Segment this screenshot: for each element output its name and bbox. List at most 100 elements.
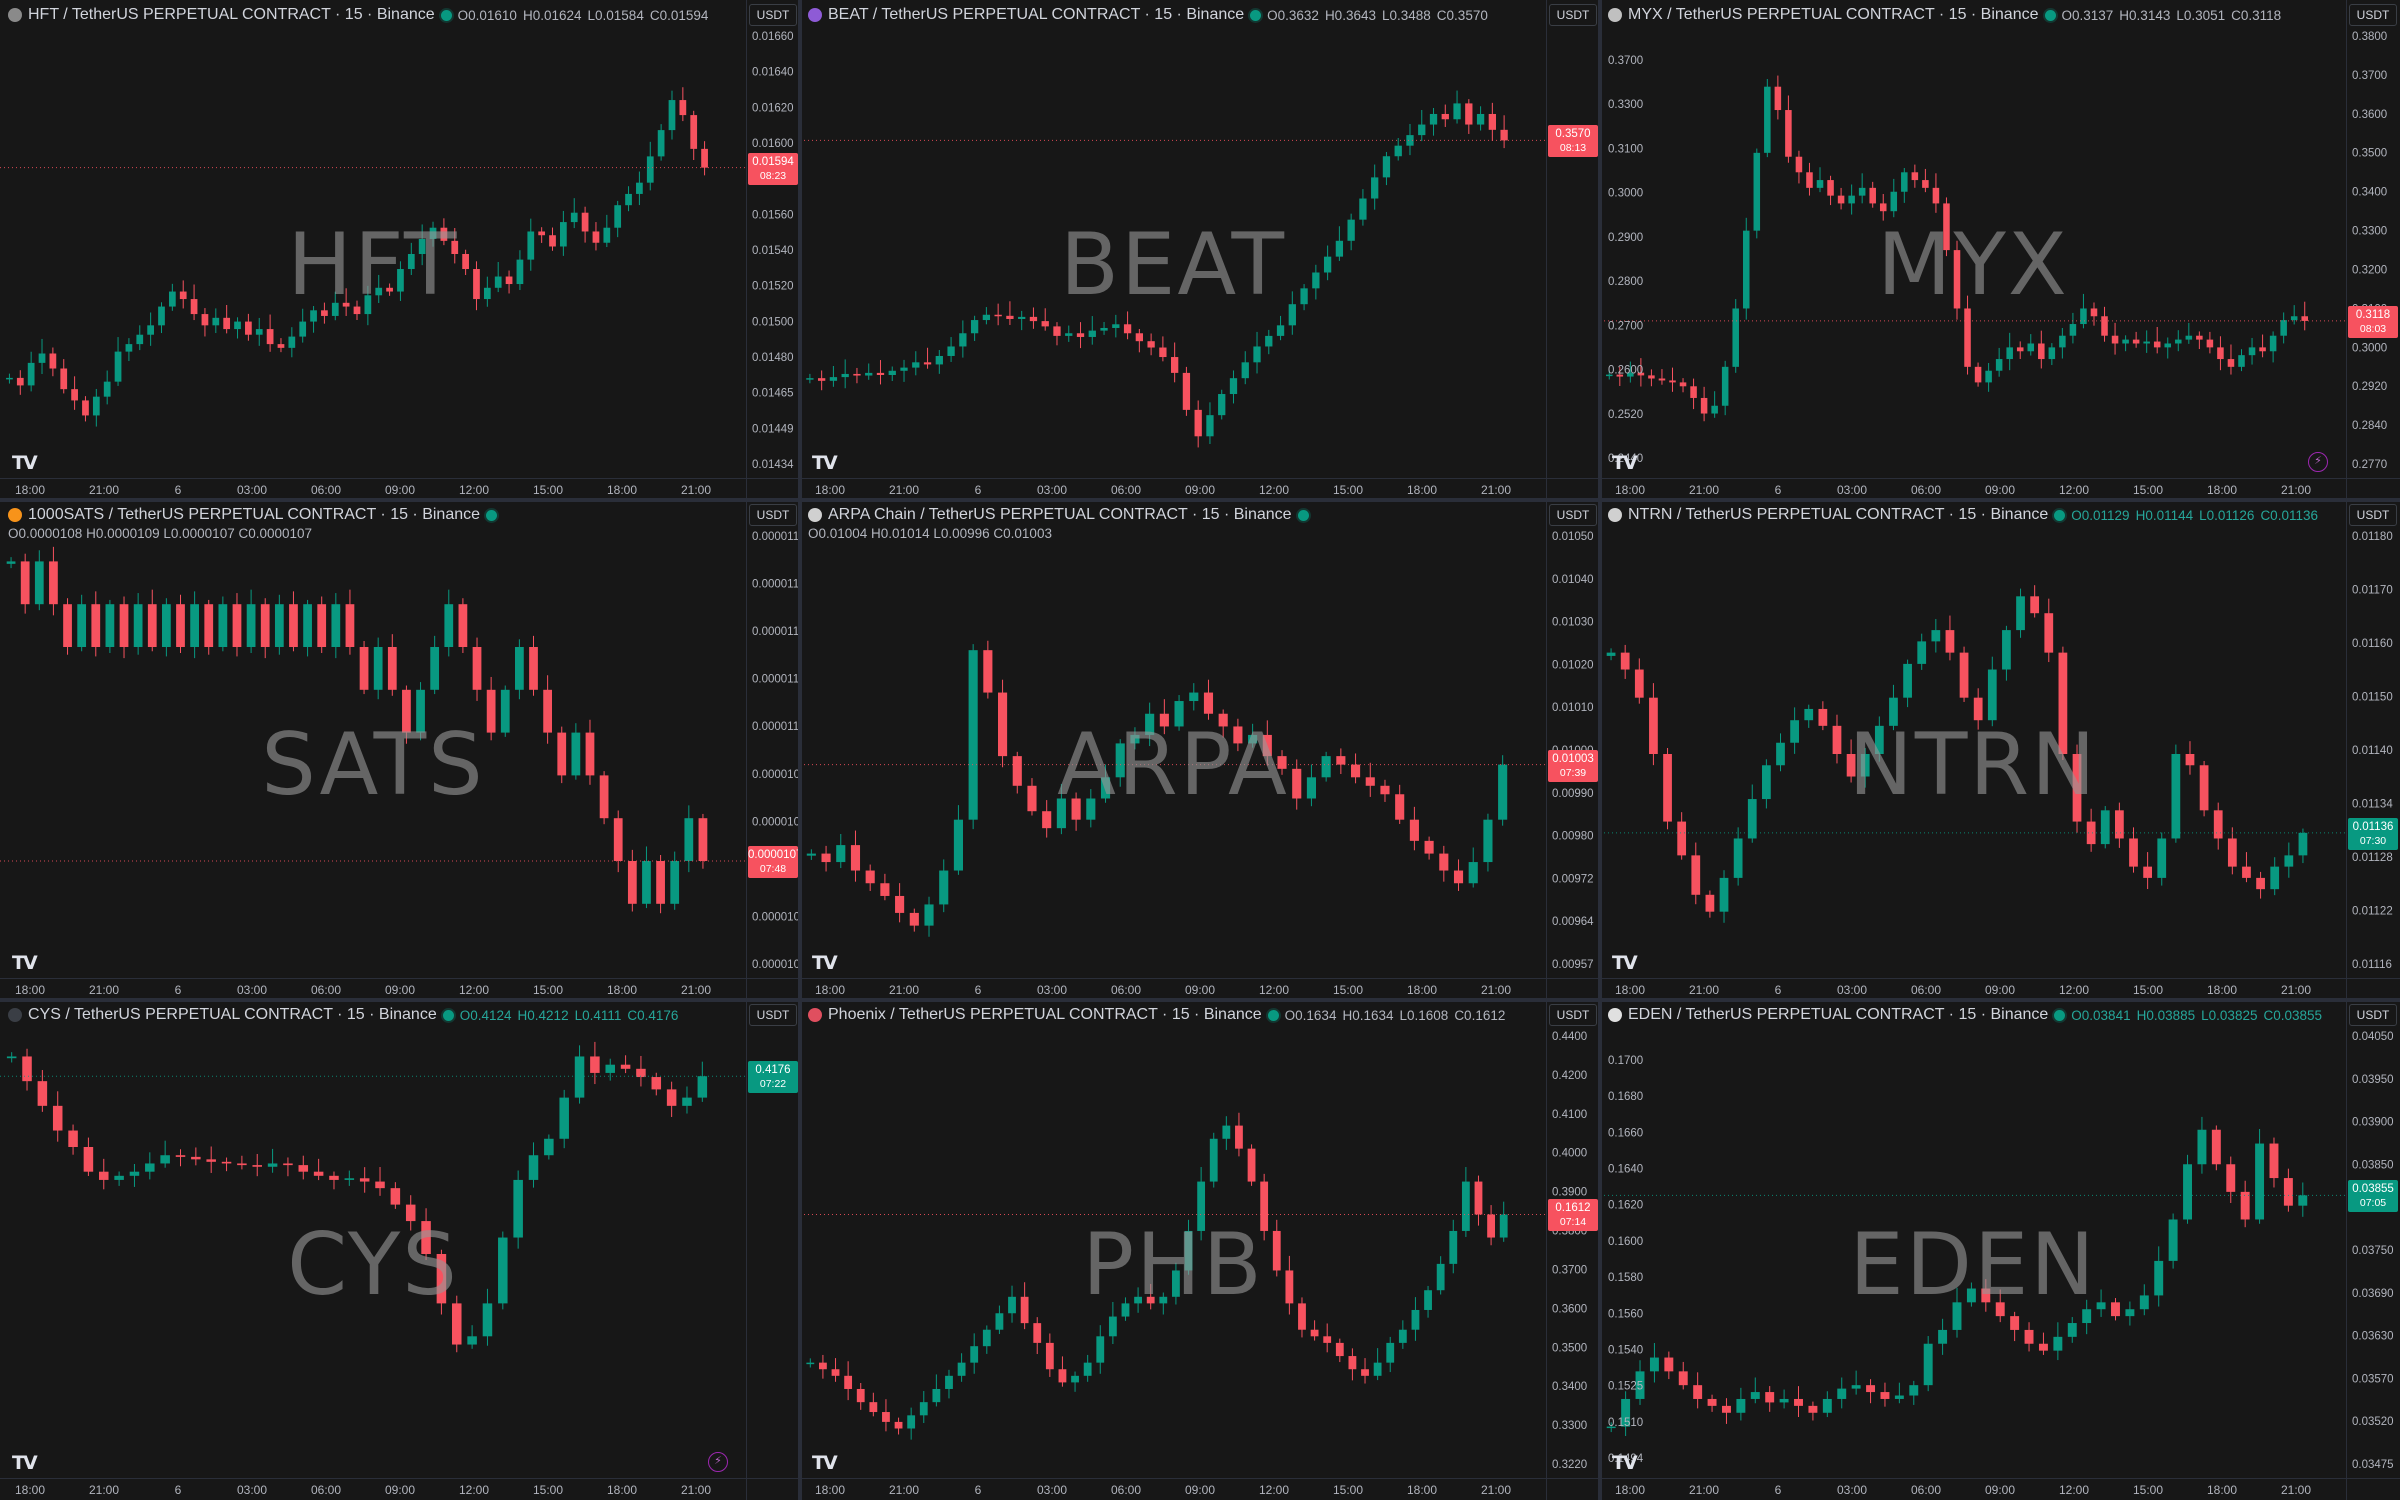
candle	[1197, 1167, 1206, 1241]
panel-divider[interactable]	[798, 0, 802, 1500]
candle	[1218, 709, 1228, 738]
candle	[387, 634, 397, 696]
symbol-title[interactable]: EDEN / TetherUS PERPETUAL CONTRACT · 15 …	[1628, 1006, 2049, 1023]
candle	[440, 218, 448, 246]
symbol-title[interactable]: HFT / TetherUS PERPETUAL CONTRACT · 15 ·…	[28, 6, 435, 23]
symbol-header[interactable]: CYS / TetherUS PERPETUAL CONTRACT · 15 ·…	[8, 1004, 678, 1026]
ohlc-l: L0.3051	[2176, 7, 2226, 23]
symbol-header[interactable]: BEAT / TetherUS PERPETUAL CONTRACT · 15 …	[808, 4, 1488, 26]
candle	[375, 274, 383, 304]
tradingview-logo-icon[interactable]: TV	[12, 1452, 38, 1474]
candle	[636, 171, 643, 206]
candle	[27, 351, 35, 392]
panel-divider[interactable]	[1598, 0, 1602, 1500]
candle	[1931, 618, 1941, 653]
ntrn-coin-icon	[1608, 508, 1622, 522]
candle	[353, 300, 361, 321]
tradingview-logo-icon[interactable]: TV	[812, 952, 838, 974]
symbol-header[interactable]: EDEN / TetherUS PERPETUAL CONTRACT · 15 …	[1608, 1004, 2322, 1026]
symbol-header[interactable]: MYX / TetherUS PERPETUAL CONTRACT · 15 ·…	[1608, 4, 2281, 26]
candle	[1182, 366, 1191, 416]
tradingview-logo-icon[interactable]: TV	[1612, 952, 1638, 974]
chart-panel-ntrn[interactable]: 0.01180 0.01170 0.01160 0.01150 0.01140 0.011…	[1600, 500, 2400, 1000]
symbol-title[interactable]: CYS / TetherUS PERPETUAL CONTRACT · 15 ·…	[28, 1006, 437, 1023]
symbol-header[interactable]: 1000SATS / TetherUS PERPETUAL CONTRACT ·…	[8, 504, 498, 526]
candlestick-chart-phb[interactable]: 0.44000.42000.41000.40000.39000.38000.37…	[800, 1000, 1600, 1500]
tradingview-logo-icon[interactable]: TV	[1612, 1452, 1638, 1474]
price-tick-label: 0.01040	[1552, 574, 1594, 586]
chart-panel-arpa[interactable]: 0.01050 0.01040 0.01030 0.01020 0.01010 0.010…	[800, 500, 1600, 1000]
symbol-title[interactable]: BEAT / TetherUS PERPETUAL CONTRACT · 15 …	[828, 6, 1245, 23]
candle	[1943, 197, 1950, 257]
tradingview-logo-icon[interactable]: TV	[12, 452, 38, 474]
symbol-title[interactable]: 1000SATS / TetherUS PERPETUAL CONTRACT ·…	[28, 506, 481, 523]
candle	[364, 285, 372, 326]
candle	[806, 849, 816, 860]
currency-button[interactable]: USDT	[1549, 4, 1597, 26]
chart-panel-cys[interactable]: 18:00 21:00 6 03:00 06:00 09:00 12:00 15:00 18:0…	[0, 1000, 800, 1500]
candlestick-chart-beat[interactable]: 18:00 21:00 6 03:00 06:00 09:00 12:00 15:00 18:0…	[800, 0, 1600, 500]
candle	[2010, 1311, 2020, 1342]
chart-panel-sats[interactable]: 0.0000114 0.0000113 0.0000112 0.0000111 0.00…	[0, 500, 800, 1000]
candle	[1321, 751, 1331, 782]
candle	[1265, 329, 1273, 355]
currency-button[interactable]: USDT	[749, 504, 797, 526]
symbol-title[interactable]: MYX / TetherUS PERPETUAL CONTRACT · 15 ·…	[1628, 6, 2039, 23]
ohlc-o: O0.3632	[1267, 7, 1319, 23]
candlestick-chart-ntrn[interactable]: 0.01180 0.01170 0.01160 0.01150 0.01140 0.011…	[1600, 500, 2400, 1000]
chart-panel-myx[interactable]: 0.3800 0.3700 0.3600 0.3500 0.3400 0.3300 0.32…	[1600, 0, 2400, 500]
tradingview-logo-icon[interactable]: TV	[1612, 452, 1638, 474]
time-tick-label: 12:00	[459, 483, 489, 497]
symbol-header[interactable]: NTRN / TetherUS PERPETUAL CONTRACT · 15 …	[1608, 504, 2318, 526]
candlestick-chart-myx[interactable]: 0.3800 0.3700 0.3600 0.3500 0.3400 0.3300 0.32…	[1600, 0, 2400, 500]
candlestick-chart-arpa[interactable]: 0.01050 0.01040 0.01030 0.01020 0.01010 0.010…	[800, 500, 1600, 1000]
candle	[1429, 107, 1438, 136]
symbol-header[interactable]: Phoenix / TetherUS PERPETUAL CONTRACT · …	[808, 1004, 1505, 1026]
candle	[970, 315, 979, 341]
candlestick-chart-sats[interactable]: 0.0000114 0.0000113 0.0000112 0.0000111 0.00…	[0, 500, 800, 1000]
candle	[162, 598, 171, 657]
candle	[329, 1171, 339, 1190]
symbol-header[interactable]: HFT / TetherUS PERPETUAL CONTRACT · 15 ·…	[8, 4, 708, 26]
tradingview-logo-icon[interactable]: TV	[812, 1452, 838, 1474]
symbol-header[interactable]: ARPA Chain / TetherUS PERPETUAL CONTRACT…	[808, 504, 1309, 526]
price-tick-label: 0.01116	[2352, 959, 2392, 971]
eden-coin-icon	[1608, 1008, 1622, 1022]
candle	[1262, 720, 1272, 766]
lightning-bolt-icon[interactable]: ⚡	[708, 1452, 728, 1472]
currency-button[interactable]: USDT	[1549, 504, 1597, 526]
candle	[656, 855, 665, 914]
candle	[1373, 1348, 1382, 1381]
currency-button[interactable]: USDT	[749, 1004, 797, 1026]
tradingview-logo-icon[interactable]: TV	[12, 952, 38, 974]
currency-button[interactable]: USDT	[2349, 1004, 2397, 1026]
currency-button[interactable]: USDT	[2349, 504, 2397, 526]
symbol-title[interactable]: ARPA Chain / TetherUS PERPETUAL CONTRACT…	[828, 506, 1292, 523]
ohlc-l: L0.03825	[2201, 1007, 2258, 1023]
currency-button[interactable]: USDT	[1549, 1004, 1597, 1026]
candle	[1145, 702, 1155, 747]
candle	[1424, 836, 1434, 860]
currency-button[interactable]: USDT	[749, 4, 797, 26]
candlestick-chart-cys[interactable]: 18:00 21:00 6 03:00 06:00 09:00 12:00 15:00 18:0…	[0, 1000, 800, 1500]
candle	[486, 676, 496, 741]
symbol-title[interactable]: NTRN / TetherUS PERPETUAL CONTRACT · 15 …	[1628, 506, 2049, 523]
tradingview-logo-icon[interactable]: TV	[812, 452, 838, 474]
symbol-title[interactable]: Phoenix / TetherUS PERPETUAL CONTRACT · …	[828, 1006, 1262, 1023]
candlestick-chart-eden[interactable]: 0.040500.039500.039000.038500.038000.037…	[1600, 1000, 2400, 1500]
candle	[1260, 1173, 1269, 1241]
chart-panel-hft[interactable]: 0.016600.016400.016200.016000.015800.015…	[0, 0, 800, 500]
chart-panel-phb[interactable]: 0.4400 0.4200 0.4100 0.4000 0.3900 0.3800 0.37…	[800, 1000, 1600, 1500]
candle	[160, 1140, 170, 1168]
currency-button[interactable]: USDT	[2349, 4, 2397, 26]
chart-panel-eden[interactable]: 0.040500.039500.039000.038500.038000.037…	[1600, 1000, 2400, 1500]
candle	[1436, 1256, 1445, 1295]
lightning-bolt-icon[interactable]: ⚡	[2308, 452, 2328, 472]
candle	[2298, 828, 2308, 864]
panel-divider[interactable]	[0, 498, 2400, 502]
candlestick-chart-hft[interactable]: 0.016600.016400.016200.016000.015800.015…	[0, 0, 800, 500]
candle	[513, 1170, 523, 1249]
candle	[1669, 367, 1676, 392]
chart-panel-beat[interactable]: 18:00 21:00 6 03:00 06:00 09:00 12:00 15:00 18:0…	[800, 0, 1600, 500]
panel-divider[interactable]	[0, 998, 2400, 1002]
